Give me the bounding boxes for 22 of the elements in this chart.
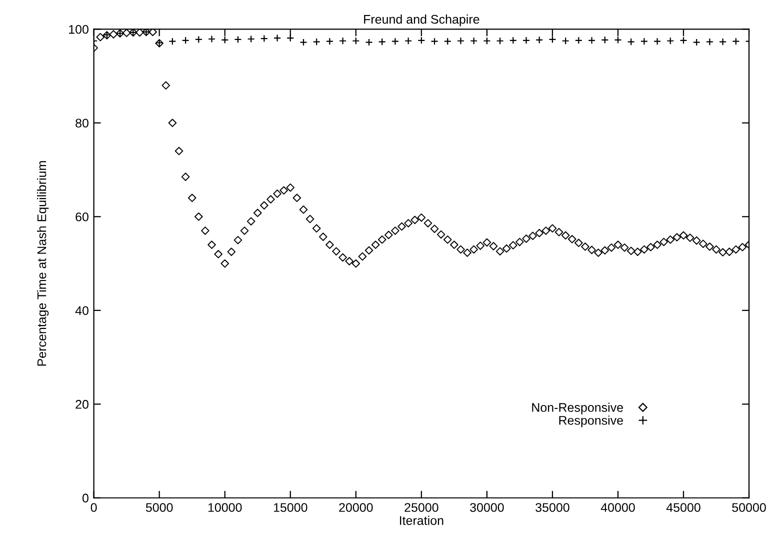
legend-label: Responsive [559, 416, 623, 428]
x-tick-label: 40000 [600, 503, 635, 512]
x-tick-label: 20000 [339, 503, 373, 512]
x-tick-label: 15000 [274, 503, 308, 512]
x-tick-label: 25000 [404, 503, 438, 512]
chart-title: Freund and Schapire [364, 14, 480, 26]
x-tick-label: 0 [90, 503, 97, 512]
x-tick-label: 30000 [470, 503, 504, 512]
x-tick-label: 5000 [146, 503, 173, 512]
y-tick-label: 60 [76, 212, 88, 222]
x-tick-label: 35000 [536, 503, 570, 512]
y-tick-label: 0 [82, 494, 88, 503]
x-tick-label: 45000 [666, 503, 700, 512]
legend-label: Non-Responsive [532, 402, 623, 414]
x-tick-label: 10000 [208, 503, 242, 512]
y-tick-label: 80 [76, 118, 88, 128]
y-axis-title: Percentage Time at Nash Equilibrium [37, 161, 49, 366]
y-tick-label: 40 [75, 306, 88, 316]
y-tick-label: 100 [69, 24, 88, 34]
x-axis-title: Iteration [400, 516, 444, 525]
x-tick-label: 50000 [732, 503, 766, 512]
y-tick-label: 20 [76, 400, 88, 409]
